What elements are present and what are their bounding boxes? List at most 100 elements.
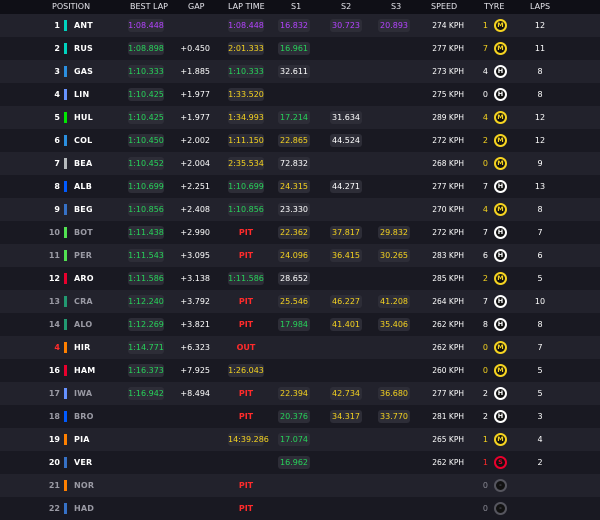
driver-row[interactable]: 5 HUL 1:10.425 +1.977 1:34.993 17.214 31.634 28…	[0, 106, 600, 129]
driver-row[interactable]: 8 ALB 1:10.699 +2.251 1:10.699 24.315 44.271 27…	[0, 175, 600, 198]
pit-status: PIT	[238, 228, 254, 237]
speed-trap: 260 KPH	[432, 366, 464, 375]
speed-trap: 273 KPH	[432, 67, 464, 76]
sector-1-time: 17.984	[278, 318, 310, 331]
tyre-age: 2	[482, 389, 488, 398]
gap-to-leader: +2.408	[180, 205, 210, 214]
laps-completed: 5	[537, 366, 543, 375]
team-color-bar	[64, 434, 67, 445]
position-number: 7	[54, 159, 60, 168]
tyre-age: 0	[482, 481, 488, 490]
sector-1-time: 16.961	[278, 42, 310, 55]
header-s2[interactable]: S2	[341, 2, 352, 11]
speed-trap: 285 KPH	[432, 274, 464, 283]
driver-row[interactable]: 4 HIR 1:14.771 +6.323 OUT 262 KPH 0 M 7	[0, 336, 600, 359]
team-color-bar	[64, 250, 67, 261]
speed-trap: 275 KPH	[432, 90, 464, 99]
position-number: 3	[54, 67, 60, 76]
sector-1-time: 32.611	[278, 65, 310, 78]
gap-to-leader: +2.004	[180, 159, 210, 168]
driver-row[interactable]: 10 BOT 1:11.438 +2.990 PIT 22.362 37.817 29.832…	[0, 221, 600, 244]
driver-row[interactable]: 16 HAM 1:16.373 +7.925 1:26.043 260 KPH 0 M 5	[0, 359, 600, 382]
sector-1-time: 22.362	[278, 226, 310, 239]
speed-trap: 272 KPH	[432, 228, 464, 237]
driver-code: HAD	[74, 504, 95, 513]
best-lap-time: 1:11.586	[128, 272, 164, 285]
driver-row[interactable]: 20 VER 16.962 262 KPH 1 S 2	[0, 451, 600, 474]
driver-code: PIA	[74, 435, 90, 444]
header-speed[interactable]: SPEED	[431, 2, 458, 11]
header-s3[interactable]: S3	[391, 2, 402, 11]
driver-row[interactable]: 1 ANT 1:08.448 1:08.448 16.832 30.723 20.893 27…	[0, 14, 600, 37]
laps-completed: 2	[537, 458, 543, 467]
driver-row[interactable]: 21 NOR PIT 0-	[0, 474, 600, 497]
driver-row[interactable]: 6 COL 1:10.450 +2.002 1:11.150 22.865 44.524 27…	[0, 129, 600, 152]
driver-row[interactable]: 3 GAS 1:10.333 +1.885 1:10.333 32.611 273 KPH 4…	[0, 60, 600, 83]
driver-code: BEA	[74, 159, 93, 168]
team-color-bar	[64, 480, 67, 491]
sector-2-time: 44.271	[330, 180, 362, 193]
speed-trap: 265 KPH	[432, 435, 464, 444]
gap-to-leader: +1.885	[180, 67, 210, 76]
driver-code: HAM	[74, 366, 96, 375]
header-best-lap[interactable]: BEST LAP	[130, 2, 168, 11]
driver-row[interactable]: 7 BEA 1:10.452 +2.004 2:35.534 72.832 268 KPH 0…	[0, 152, 600, 175]
driver-row[interactable]: 4 LIN 1:10.425 +1.977 1:33.520 275 KPH 0 H 8	[0, 83, 600, 106]
driver-code: BEG	[74, 205, 93, 214]
best-lap-time: 1:11.543	[128, 249, 164, 262]
header-gap[interactable]: GAP	[188, 2, 205, 11]
last-lap-time: 2:01.333	[228, 42, 264, 55]
sector-1-time: 72.832	[278, 157, 310, 170]
tyre-age: 7	[482, 182, 488, 191]
position-number: 19	[48, 435, 60, 444]
speed-trap: 281 KPH	[432, 412, 464, 421]
sector-2-time: 30.723	[330, 19, 362, 32]
header-lap-time[interactable]: LAP TIME	[228, 2, 265, 11]
header-position[interactable]: POSITION	[52, 2, 91, 11]
sector-3-time: 35.406	[378, 318, 410, 331]
sector-3-time: 33.770	[378, 410, 410, 423]
header-tyre[interactable]: TYRE	[484, 2, 505, 11]
pit-status: PIT	[238, 504, 254, 513]
sector-1-time: 22.394	[278, 387, 310, 400]
driver-row[interactable]: 2 RUS 1:08.898 +0.450 2:01.333 16.961 277 KPH 7…	[0, 37, 600, 60]
tyre-compound-icon: M	[494, 272, 507, 285]
laps-completed: 13	[534, 182, 546, 191]
driver-row[interactable]: 9 BEG 1:10.856 +2.408 1:10.856 23.330 270 KPH 4…	[0, 198, 600, 221]
driver-row[interactable]: 18 BRO PIT 20.376 34.317 33.770 281 KPH 2 H 3	[0, 405, 600, 428]
laps-completed: 12	[534, 21, 546, 30]
position-number: 12	[48, 274, 60, 283]
last-lap-time: 1:10.333	[228, 65, 264, 78]
header-laps[interactable]: LAPS	[530, 2, 551, 11]
driver-row[interactable]: 12 ARO 1:11.586 +3.138 1:11.586 28.652 285 KPH…	[0, 267, 600, 290]
driver-row[interactable]: 14 ALO 1:12.269 +3.821 PIT 17.984 41.401 35.406…	[0, 313, 600, 336]
driver-code: ALO	[74, 320, 93, 329]
tyre-compound-icon: H	[494, 318, 507, 331]
sector-1-time: 23.330	[278, 203, 310, 216]
last-lap-time: 2:35.534	[228, 157, 264, 170]
position-number: 16	[48, 366, 60, 375]
position-number: 14	[48, 320, 60, 329]
laps-completed: 5	[537, 274, 543, 283]
driver-row[interactable]: 17 IWA 1:16.942 +8.494 PIT 22.394 42.734 36.680…	[0, 382, 600, 405]
team-color-bar	[64, 388, 67, 399]
speed-trap: 262 KPH	[432, 343, 464, 352]
position-number: 8	[54, 182, 60, 191]
tyre-compound-icon: H	[494, 249, 507, 262]
driver-code: VER	[74, 458, 93, 467]
driver-row[interactable]: 11 PER 1:11.543 +3.095 PIT 24.096 36.415 30.265…	[0, 244, 600, 267]
driver-code: GAS	[74, 67, 94, 76]
position-number: 5	[54, 113, 60, 122]
sector-1-time: 24.315	[278, 180, 310, 193]
driver-row[interactable]: 19 PIA 14:39.286 17.074 265 KPH 1 M 4	[0, 428, 600, 451]
pit-status: PIT	[238, 412, 254, 421]
header-s1[interactable]: S1	[291, 2, 302, 11]
driver-row[interactable]: 22 HAD PIT 0-	[0, 497, 600, 520]
last-lap-time: 1:10.699	[228, 180, 264, 193]
driver-row[interactable]: 13 CRA 1:12.240 +3.792 PIT 25.546 46.227 41.208…	[0, 290, 600, 313]
speed-trap: 277 KPH	[432, 44, 464, 53]
sector-3-time: 41.208	[378, 295, 410, 308]
team-color-bar	[64, 342, 67, 353]
speed-trap: 277 KPH	[432, 182, 464, 191]
gap-to-leader: +2.002	[180, 136, 210, 145]
